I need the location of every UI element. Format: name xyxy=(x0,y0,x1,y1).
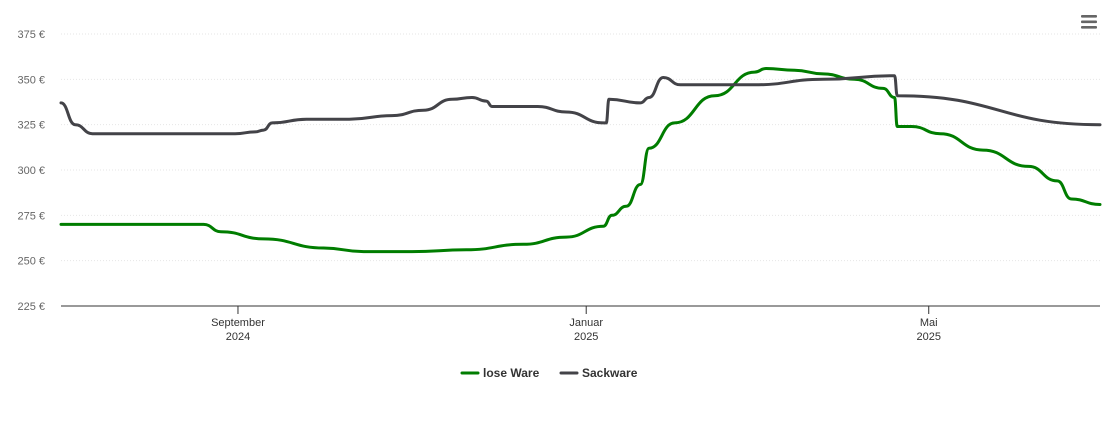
y-tick-label: 375 € xyxy=(17,29,45,41)
y-tick-label: 325 € xyxy=(17,120,45,132)
legend-item-lose-ware[interactable]: lose Ware xyxy=(460,366,540,380)
y-tick-label: 250 € xyxy=(17,256,45,268)
series-line-lose-ware[interactable] xyxy=(59,67,1102,254)
legend-label-lose-ware: lose Ware xyxy=(483,366,540,380)
x-tick-month-label: September xyxy=(211,317,265,329)
x-tick-year-label: 2025 xyxy=(916,331,940,343)
x-tick-year-label: 2025 xyxy=(574,331,598,343)
y-tick-label: 225 € xyxy=(17,301,45,313)
y-axis: 225 € 250 € 275 € 300 € 325 € 350 € 375 € xyxy=(17,29,45,313)
legend-item-sackware[interactable]: Sackware xyxy=(559,366,638,380)
series-line-sackware[interactable] xyxy=(59,74,1102,136)
legend-label-sackware: Sackware xyxy=(582,366,638,380)
series-lines xyxy=(59,67,1102,254)
grid-lines xyxy=(61,33,1100,262)
y-tick-label: 275 € xyxy=(17,210,45,222)
x-tick-month-label: Mai xyxy=(920,317,938,329)
x-tick-month-label: Januar xyxy=(569,317,603,329)
x-tick-year-label: 2024 xyxy=(226,331,250,343)
y-tick-label: 300 € xyxy=(17,165,45,177)
chart-legend: lose Ware Sackware xyxy=(460,366,638,380)
hamburger-menu-icon[interactable] xyxy=(1076,10,1102,34)
x-axis: September 2024 Januar 2025 Mai 2025 xyxy=(211,306,941,343)
y-tick-label: 350 € xyxy=(17,74,45,86)
